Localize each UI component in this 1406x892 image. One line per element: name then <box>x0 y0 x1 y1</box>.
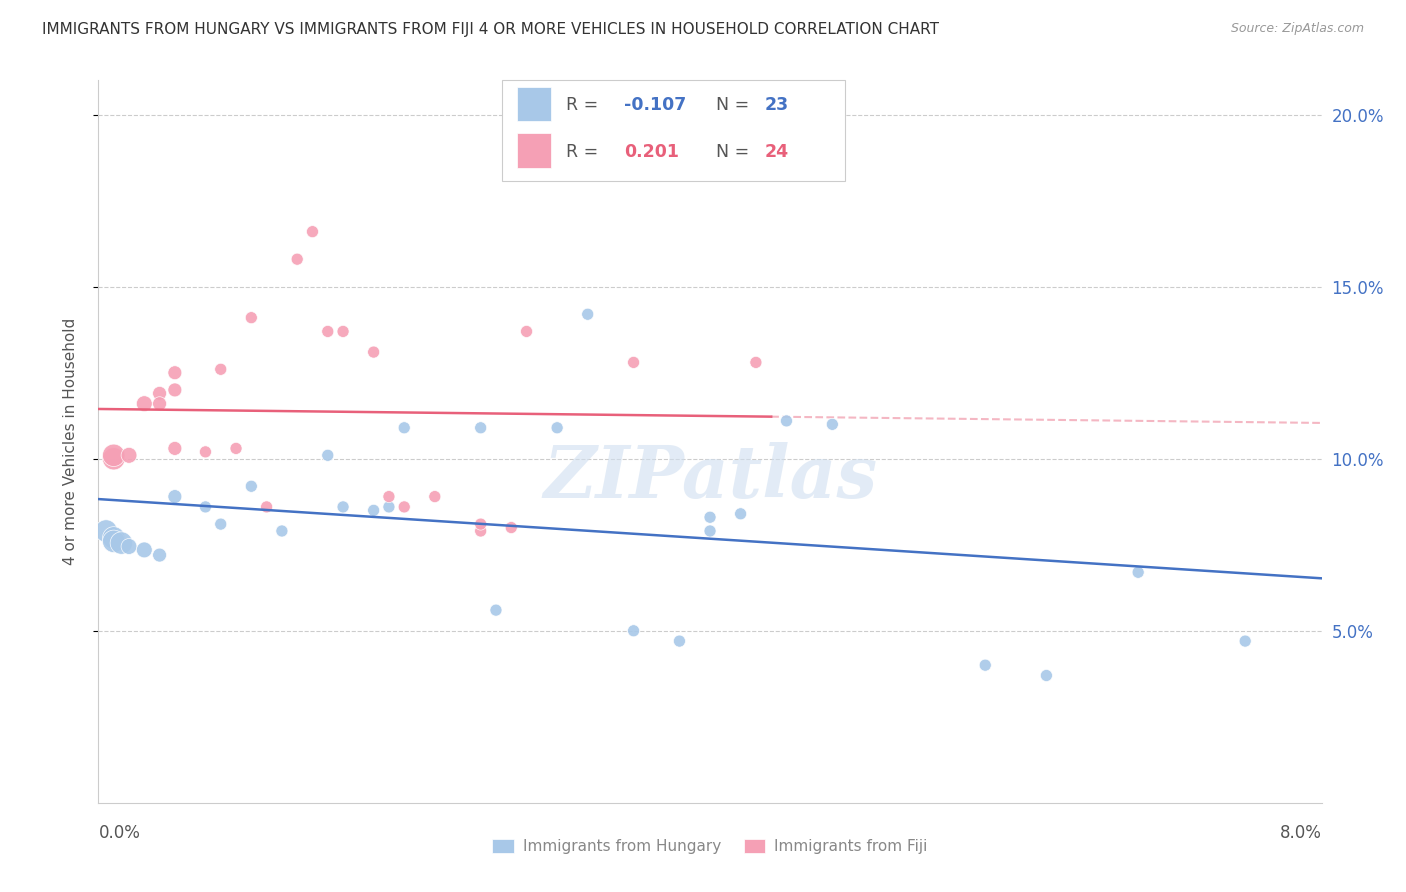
Point <box>470 421 492 435</box>
Text: IMMIGRANTS FROM HUNGARY VS IMMIGRANTS FROM FIJI 4 OR MORE VEHICLES IN HOUSEHOLD : IMMIGRANTS FROM HUNGARY VS IMMIGRANTS FR… <box>42 22 939 37</box>
Text: 0.201: 0.201 <box>624 143 679 161</box>
Point <box>163 366 186 380</box>
Text: 23: 23 <box>765 96 789 114</box>
Text: N =: N = <box>716 96 755 114</box>
Point <box>730 507 752 521</box>
Legend: Immigrants from Hungary, Immigrants from Fiji: Immigrants from Hungary, Immigrants from… <box>486 832 934 860</box>
Point <box>103 534 125 549</box>
Point <box>378 500 401 514</box>
Point <box>485 603 508 617</box>
FancyBboxPatch shape <box>517 87 551 121</box>
Point <box>332 325 354 339</box>
Text: 8.0%: 8.0% <box>1279 824 1322 842</box>
Point <box>546 421 568 435</box>
Point <box>423 490 446 504</box>
Point <box>149 548 172 562</box>
Point <box>103 451 125 466</box>
Text: Source: ZipAtlas.com: Source: ZipAtlas.com <box>1230 22 1364 36</box>
Point <box>240 479 263 493</box>
Point <box>316 448 339 462</box>
Text: R =: R = <box>565 96 603 114</box>
Point <box>134 542 156 557</box>
Point <box>118 540 141 554</box>
Text: 24: 24 <box>765 143 789 161</box>
Text: R =: R = <box>565 143 603 161</box>
Point <box>1234 634 1257 648</box>
Point <box>94 524 117 538</box>
Point <box>163 383 186 397</box>
Point <box>470 517 492 532</box>
Point <box>149 397 172 411</box>
Point <box>775 414 797 428</box>
Point <box>285 252 308 267</box>
Point <box>194 500 217 514</box>
Point <box>699 510 721 524</box>
Point <box>209 362 232 376</box>
Point <box>501 520 523 534</box>
Point <box>516 325 538 339</box>
Point <box>134 397 156 411</box>
Point <box>103 448 125 462</box>
Point <box>332 500 354 514</box>
Point <box>301 225 323 239</box>
Point <box>1128 566 1150 580</box>
Point <box>363 345 385 359</box>
FancyBboxPatch shape <box>517 133 551 168</box>
Point <box>316 325 339 339</box>
Point <box>392 421 416 435</box>
Point <box>110 536 132 550</box>
Text: ZIPatlas: ZIPatlas <box>543 442 877 513</box>
Point <box>668 634 690 648</box>
Point <box>470 524 492 538</box>
Text: 0.0%: 0.0% <box>98 824 141 842</box>
Point <box>149 386 172 401</box>
Point <box>270 524 294 538</box>
Text: N =: N = <box>716 143 755 161</box>
Point <box>118 448 141 462</box>
Point <box>225 442 247 456</box>
Point <box>240 310 263 325</box>
Text: -0.107: -0.107 <box>624 96 686 114</box>
Point <box>1035 668 1057 682</box>
Point <box>163 490 186 504</box>
Point <box>256 500 278 514</box>
Point <box>378 490 401 504</box>
Point <box>194 445 217 459</box>
Point <box>699 524 721 538</box>
Point <box>623 355 645 369</box>
Point <box>363 503 385 517</box>
Point <box>974 658 997 673</box>
Point <box>392 500 416 514</box>
Point <box>745 355 768 369</box>
Point <box>103 531 125 545</box>
Point <box>821 417 844 432</box>
Point <box>209 517 232 532</box>
Point <box>163 442 186 456</box>
Point <box>623 624 645 638</box>
Point <box>576 307 599 321</box>
Y-axis label: 4 or more Vehicles in Household: 4 or more Vehicles in Household <box>63 318 77 566</box>
FancyBboxPatch shape <box>502 80 845 181</box>
